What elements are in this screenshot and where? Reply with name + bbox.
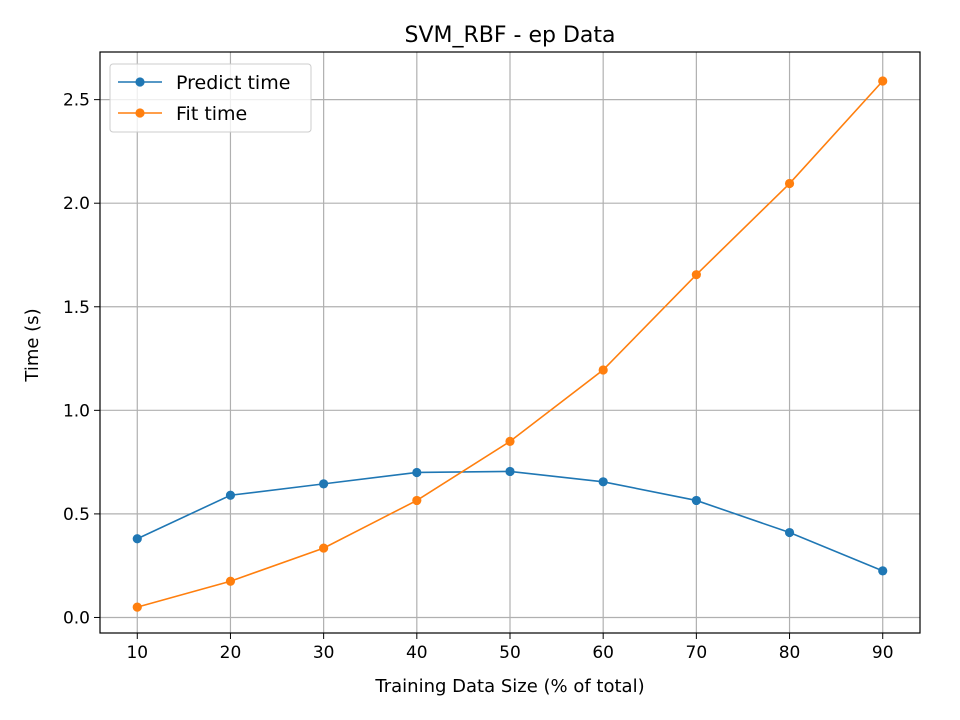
y-tick-label: 2.0 xyxy=(63,194,90,214)
data-point xyxy=(784,178,795,189)
axes-frame xyxy=(99,51,921,634)
x-tick-label: 70 xyxy=(686,643,708,663)
data-point xyxy=(132,602,142,612)
legend: Predict time Fit time xyxy=(109,63,312,133)
legend-label: Predict time xyxy=(176,72,290,94)
data-point xyxy=(691,495,701,506)
legend-marker xyxy=(135,108,145,118)
x-tick-label: 40 xyxy=(406,643,428,663)
data-point xyxy=(878,566,888,576)
x-tick-label: 30 xyxy=(313,643,335,663)
data-point xyxy=(691,270,701,280)
data-point xyxy=(225,576,236,586)
y-tick-label: 0.0 xyxy=(63,608,90,628)
data-point xyxy=(225,490,236,500)
legend-marker xyxy=(135,77,145,87)
x-tick-label: 80 xyxy=(779,643,801,663)
data-point xyxy=(598,477,608,487)
data-point xyxy=(598,365,608,375)
data-point xyxy=(784,527,795,538)
data-point xyxy=(505,466,515,477)
x-tick-label: 90 xyxy=(872,643,894,663)
y-axis-label: Time (s) xyxy=(22,308,43,382)
legend-label: Fit time xyxy=(176,103,247,125)
x-tick-label: 10 xyxy=(126,643,148,663)
data-point xyxy=(412,467,422,478)
chart-title: SVM_RBF - ep Data xyxy=(405,23,616,48)
x-tick-label: 60 xyxy=(592,643,614,663)
data-point xyxy=(319,543,329,553)
y-tick-label: 1.0 xyxy=(63,401,90,421)
legend-box xyxy=(109,63,312,133)
data-point xyxy=(878,76,888,86)
x-axis-label: Training Data Size (% of total) xyxy=(374,676,644,697)
data-point xyxy=(319,479,329,489)
x-tick-label: 20 xyxy=(220,643,242,663)
y-tick-label: 2.5 xyxy=(63,91,90,111)
plot-area: 10 20 30 40 50 60 70 80 90 0.0 0.5 1.0 1.5 2.0 2.5 xyxy=(63,51,921,663)
x-tick-label: 50 xyxy=(499,643,521,663)
data-point xyxy=(412,495,422,506)
y-tick-label: 1.5 xyxy=(63,298,90,318)
y-tick-label: 0.5 xyxy=(63,505,90,525)
data-point xyxy=(505,436,515,447)
data-point xyxy=(132,534,142,544)
